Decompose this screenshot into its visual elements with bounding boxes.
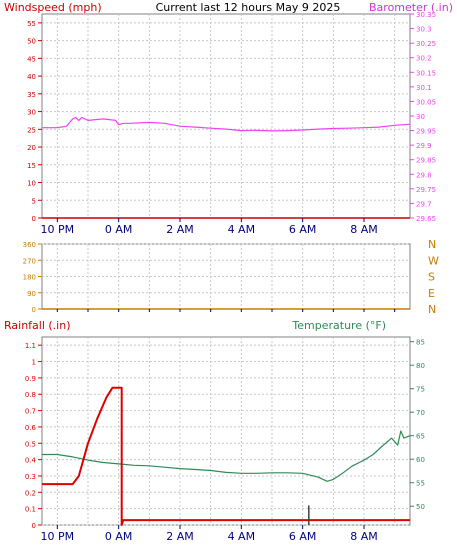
- rain-left-tick-label: 0.6: [25, 424, 37, 432]
- rain-left-tick-label: 0.2: [25, 489, 36, 497]
- rain-left-tick-label: 0.1: [25, 506, 36, 514]
- rain-left-tick-label: 0.3: [25, 473, 36, 481]
- temperature-series-line: [42, 430, 411, 482]
- compass-label: N: [428, 303, 436, 316]
- temperature-right-tick-label: 85: [416, 339, 425, 347]
- direction-left-tick-label: 270: [23, 257, 36, 265]
- rain-x-tick-label: 10 PM: [41, 530, 75, 543]
- direction-left-tick-label: 180: [23, 274, 36, 282]
- rain-x-tick-label: 4 AM: [228, 530, 256, 543]
- rainfall-series-line: [42, 386, 410, 526]
- direction-left-tick-label: 0: [32, 306, 36, 314]
- barometer-right-tick-label: 29.8: [416, 171, 432, 179]
- rain-left-tick-label: 1: [32, 359, 36, 367]
- barometer-right-tick-label: 29.95: [416, 128, 436, 136]
- barometer-right-tick-label: 29.75: [416, 186, 436, 194]
- wind-left-tick-label: 5: [32, 197, 36, 205]
- rainfall-temperature-panel: 0 0.1 0.2 0.3 0.4 0.5 0.6 0.7 0.8 0.9 1 1.1 50 55 60 65…: [25, 336, 425, 543]
- windspeed-axis-title: Windspeed (mph): [4, 1, 102, 14]
- temperature-right-tick-label: 75: [416, 386, 425, 394]
- rain-left-tick-label: 0.4: [25, 457, 37, 465]
- wind-left-tick-label: 45: [27, 55, 36, 63]
- temperature-right-tick-label: 70: [416, 409, 425, 417]
- wind-x-tick-label: 8 AM: [350, 223, 378, 236]
- wind-left-tick-label: 35: [27, 91, 36, 99]
- barometer-series-line: [42, 116, 411, 132]
- rain-left-tick-label: 0.5: [25, 440, 36, 448]
- wind-x-tick-label: 4 AM: [228, 223, 256, 236]
- rainfall-axis-title: Rainfall (.in): [4, 319, 71, 332]
- compass-label: S: [428, 271, 435, 284]
- rain-x-tick-label: 0 AM: [105, 530, 133, 543]
- temperature-right-tick-label: 55: [416, 480, 425, 488]
- barometer-right-tick-label: 30: [416, 113, 425, 121]
- barometer-right-tick-label: 30.1: [416, 84, 432, 92]
- wind-x-tick-label: 2 AM: [166, 223, 194, 236]
- temperature-right-tick-label: 50: [416, 503, 425, 511]
- wind-x-tick-label: 10 PM: [41, 223, 75, 236]
- barometer-axis-title: Barometer (.in): [369, 1, 453, 14]
- temperature-right-tick-label: 65: [416, 433, 425, 441]
- temperature-axis-title: Temperature (°F): [291, 319, 386, 332]
- rain-left-tick-label: 0.9: [25, 375, 36, 383]
- barometer-right-tick-label: 30.05: [416, 98, 436, 106]
- rain-x-tick-label: 2 AM: [166, 530, 194, 543]
- chart-title: Current last 12 hours May 9 2025: [156, 1, 341, 14]
- rain-left-tick-label: 0: [32, 522, 36, 530]
- rain-left-tick-label: 1.1: [25, 342, 36, 350]
- wind-left-tick-label: 20: [27, 144, 36, 152]
- compass-label: N: [428, 238, 436, 251]
- rain-left-tick-label: 0.7: [25, 408, 36, 416]
- wind-left-tick-label: 15: [27, 162, 36, 170]
- barometer-right-tick-label: 30.3: [416, 26, 432, 34]
- direction-left-tick-label: 360: [23, 241, 36, 249]
- rain-x-tick-label: 6 AM: [289, 530, 317, 543]
- wind-left-tick-label: 30: [27, 109, 36, 117]
- barometer-right-tick-label: 29.65: [416, 215, 436, 223]
- wind-left-tick-label: 25: [27, 126, 36, 134]
- direction-left-tick-label: 90: [27, 290, 36, 298]
- barometer-right-tick-label: 30.25: [416, 40, 436, 48]
- barometer-right-tick-label: 30.35: [416, 11, 436, 19]
- compass-label: W: [428, 254, 439, 267]
- compass-label: E: [428, 287, 435, 300]
- wind-left-tick-label: 55: [27, 20, 36, 28]
- temperature-right-tick-label: 80: [416, 362, 425, 370]
- rain-plot-frame: [41, 336, 411, 526]
- wind-plot-frame: [41, 13, 411, 219]
- wind-left-tick-label: 50: [27, 38, 36, 46]
- wind-left-tick-label: 40: [27, 73, 36, 81]
- temperature-right-tick-label: 60: [416, 456, 425, 464]
- barometer-right-tick-label: 29.9: [416, 142, 432, 150]
- barometer-right-tick-label: 30.15: [416, 69, 436, 77]
- barometer-right-tick-label: 29.7: [416, 200, 432, 208]
- wind-x-tick-label: 6 AM: [289, 223, 317, 236]
- barometer-right-tick-label: 29.85: [416, 157, 436, 165]
- wind-left-tick-label: 0: [32, 215, 36, 223]
- rain-x-tick-label: 8 AM: [350, 530, 378, 543]
- wind-left-tick-label: 10: [27, 180, 36, 188]
- rain-left-tick-label: 0.8: [25, 391, 36, 399]
- barometer-right-tick-label: 30.2: [416, 55, 432, 63]
- wind-x-tick-label: 0 AM: [105, 223, 133, 236]
- windspeed-barometer-panel: 0 5 10 15 20 25 30 35 40 45 50 55 29.65 29.7 29.75 29.8…: [27, 11, 436, 236]
